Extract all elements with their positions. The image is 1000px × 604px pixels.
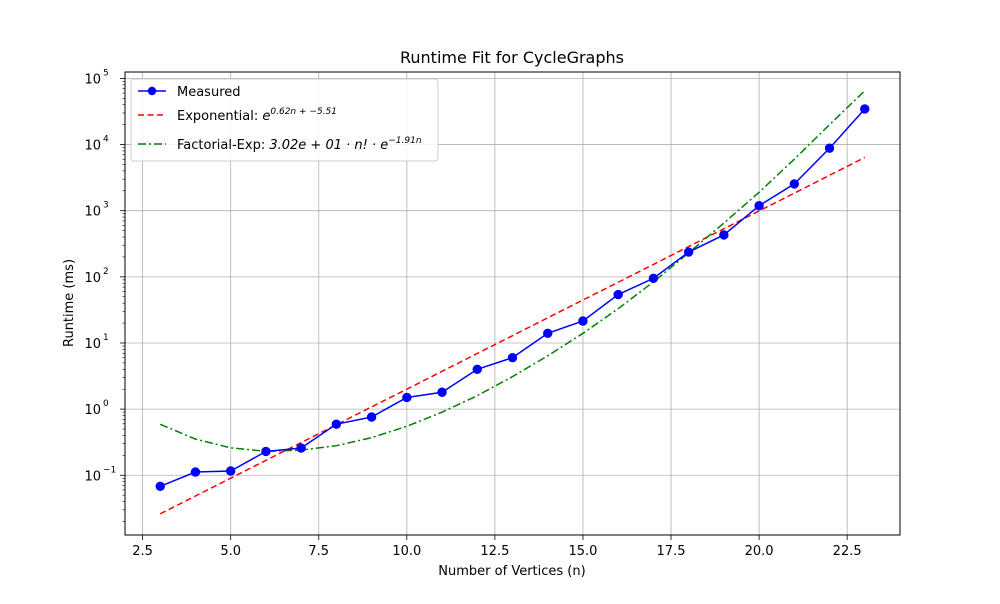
measured-point	[860, 104, 870, 114]
y-tick-exponent: 0	[103, 399, 109, 409]
x-axis-ticks: 2.5 5.0 7.5 10.0 12.5 15.0 17.5 20.0 22.5	[132, 535, 862, 559]
measured-point	[402, 392, 412, 403]
chart-title: Runtime Fit for CycleGraphs	[400, 48, 624, 67]
measured-point	[437, 387, 447, 397]
x-tick-label: 22.5	[833, 544, 862, 559]
y-tick-label: 10	[84, 139, 101, 154]
measured-point	[824, 143, 835, 153]
measured-point	[754, 200, 764, 211]
measured-point	[789, 179, 800, 189]
y-tick-label: 10	[84, 403, 101, 418]
y-tick-exponent: 4	[103, 135, 109, 145]
legend-label-1: Exponential: e0.62n + −5.51	[177, 107, 337, 124]
plot-frame	[124, 71, 901, 536]
y-tick-exponent: 3	[103, 201, 109, 211]
measured-point	[613, 289, 623, 300]
x-tick-label: 15.0	[568, 544, 597, 559]
measured-point	[543, 328, 553, 339]
x-tick-label: 2.5	[132, 544, 153, 559]
y-tick-exponent: −1	[103, 465, 116, 475]
measured-point	[331, 419, 342, 429]
series-layer	[155, 90, 870, 515]
measured-point	[507, 352, 518, 363]
measured-point	[366, 412, 377, 422]
y-tick-label: 10	[84, 271, 101, 286]
series-line-2	[159, 90, 866, 453]
y-tick-exponent: 2	[103, 267, 109, 277]
measured-point	[190, 467, 201, 477]
series-line-1	[159, 156, 866, 515]
x-tick-label: 17.5	[657, 544, 686, 559]
y-tick-label: 10	[84, 72, 101, 87]
legend-label-0: Measured	[177, 85, 241, 100]
measured-point	[225, 466, 236, 476]
measured-point	[155, 481, 165, 492]
measured-point	[683, 247, 694, 257]
y-tick-exponent: 1	[103, 333, 109, 343]
measured-point	[296, 443, 306, 453]
legend-box	[130, 78, 439, 162]
legend: Measured Exponential: e0.62n + −5.51 Facto…	[130, 78, 439, 162]
x-tick-label: 20.0	[745, 544, 774, 559]
x-tick-label: 7.5	[308, 544, 329, 559]
y-tick-label: 10	[84, 205, 101, 220]
y-tick-label: 10	[84, 337, 101, 352]
measured-point	[719, 230, 729, 240]
x-tick-label: 10.0	[392, 544, 421, 559]
measured-point	[261, 446, 271, 457]
x-tick-label: 12.5	[480, 544, 509, 559]
x-axis-label: Number of Vertices (n)	[438, 564, 585, 579]
y-tick-label: 10	[84, 469, 101, 484]
y-tick-exponent: 5	[103, 68, 109, 78]
measured-point	[648, 273, 659, 284]
legend-label-2: Factorial-Exp: 3.02e + 01 · n! · e−1.91n	[177, 136, 422, 153]
grid-lines	[125, 72, 900, 535]
legend-marker	[147, 86, 157, 96]
y-axis-label: Runtime (ms)	[62, 259, 77, 347]
measured-point	[578, 316, 588, 326]
measured-point	[472, 364, 482, 375]
x-tick-label: 5.0	[220, 544, 241, 559]
